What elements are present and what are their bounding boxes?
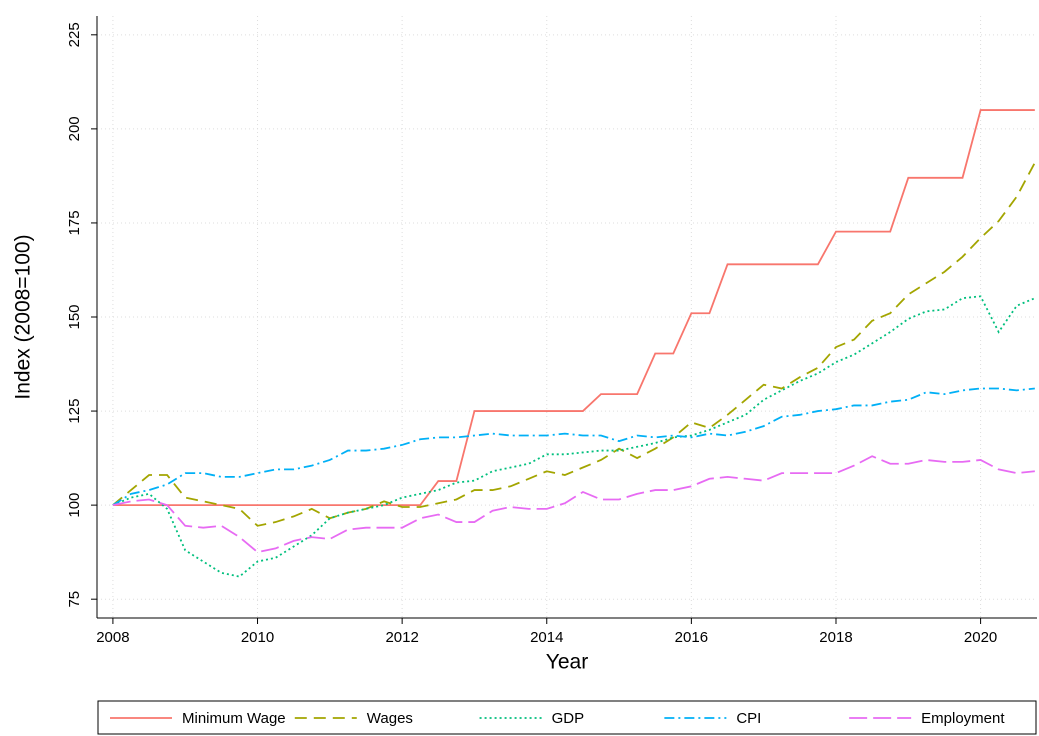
x-tick-label: 2014: [530, 629, 563, 646]
y-axis-title: Index (2008=100): [12, 234, 35, 399]
y-tick-label: 75: [66, 591, 83, 608]
x-tick-label: 2018: [819, 629, 852, 646]
y-tick-label: 150: [66, 304, 83, 329]
y-tick-label: 225: [66, 22, 83, 47]
series-line: [112, 162, 1036, 527]
x-tick-label: 2008: [96, 629, 129, 646]
y-tick-label: 200: [66, 116, 83, 141]
legend-label: Minimum Wage: [182, 710, 286, 727]
series-line: [112, 109, 1035, 507]
y-tick-label: 125: [66, 399, 83, 424]
legend-label: Employment: [921, 710, 1005, 727]
series-line: [112, 455, 1035, 554]
legend-label: Wages: [367, 710, 413, 727]
x-tick-label: 2020: [964, 629, 997, 646]
legend: Minimum Wage Wages GDP CPI Employment: [97, 700, 1037, 735]
x-tick-label: 2010: [241, 629, 274, 646]
x-axis-title: Year: [546, 651, 588, 674]
y-tick-label: 175: [66, 210, 83, 235]
y-tick-label: 100: [66, 493, 83, 518]
legend-label: CPI: [736, 710, 761, 727]
series-line: [112, 387, 1035, 506]
x-tick-label: 2012: [385, 629, 418, 646]
legend-label: GDP: [552, 710, 585, 727]
series-line: [112, 295, 1036, 578]
x-tick-label: 2016: [675, 629, 708, 646]
legend-box: [97, 700, 1037, 735]
